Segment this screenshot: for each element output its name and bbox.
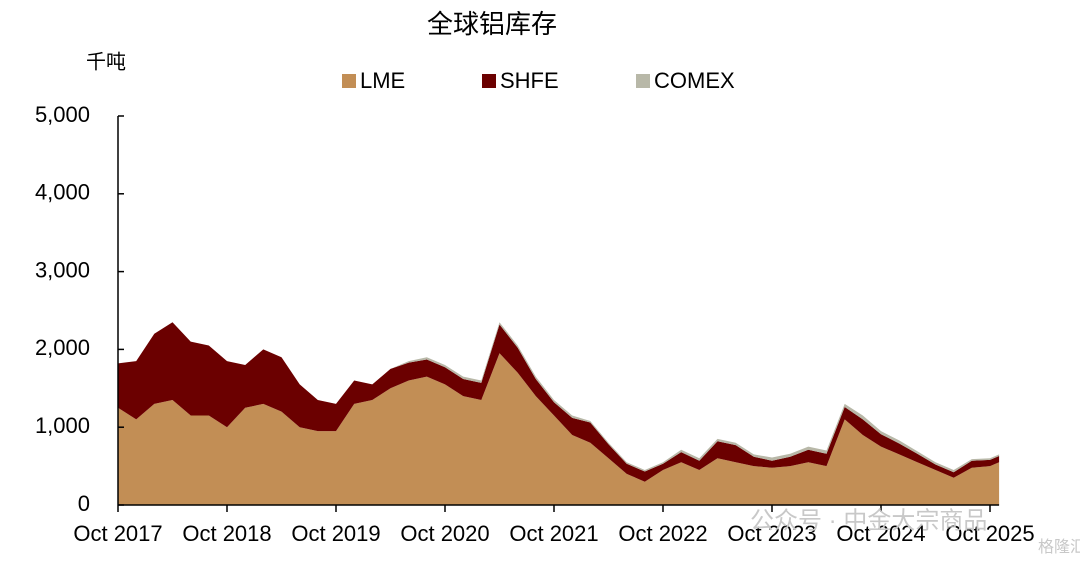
y-tick-label: 5,000 xyxy=(35,102,90,127)
y-tick-label: 0 xyxy=(78,491,90,516)
y-tick-label: 3,000 xyxy=(35,257,90,282)
legend-label: LME xyxy=(360,68,405,93)
x-tick-label: Oct 2023 xyxy=(727,521,816,546)
legend-swatch xyxy=(342,74,356,88)
x-tick-label: Oct 2019 xyxy=(291,521,380,546)
legend-swatch xyxy=(482,74,496,88)
x-tick-label: Oct 2022 xyxy=(618,521,707,546)
y-tick-label: 1,000 xyxy=(35,413,90,438)
x-tick-label: Oct 2017 xyxy=(73,521,162,546)
x-tick-label: Oct 2018 xyxy=(182,521,271,546)
chart-title: 全球铝库存 xyxy=(427,9,557,39)
x-tick-label: Oct 2025 xyxy=(945,521,1034,546)
x-tick-label: Oct 2024 xyxy=(836,521,925,546)
logo: 格隆汇 xyxy=(1038,538,1080,556)
plot-area: 0 1,000 2,000 3,000 4,000 5,000 Oct 2017 Oct 20… xyxy=(35,68,1035,546)
legend-label: SHFE xyxy=(500,68,559,93)
x-tick-label: Oct 2020 xyxy=(400,521,489,546)
y-axis-label: 千吨 xyxy=(86,50,126,73)
area xyxy=(118,322,1000,482)
x-tick-label: Oct 2021 xyxy=(509,521,598,546)
area xyxy=(118,353,1000,505)
y-tick-label: 4,000 xyxy=(35,180,90,205)
y-tick-label: 2,000 xyxy=(35,335,90,360)
legend-swatch xyxy=(636,74,650,88)
watermark: 公众号 · 中金大宗商品 xyxy=(750,507,987,534)
legend-label: COMEX xyxy=(654,68,735,93)
